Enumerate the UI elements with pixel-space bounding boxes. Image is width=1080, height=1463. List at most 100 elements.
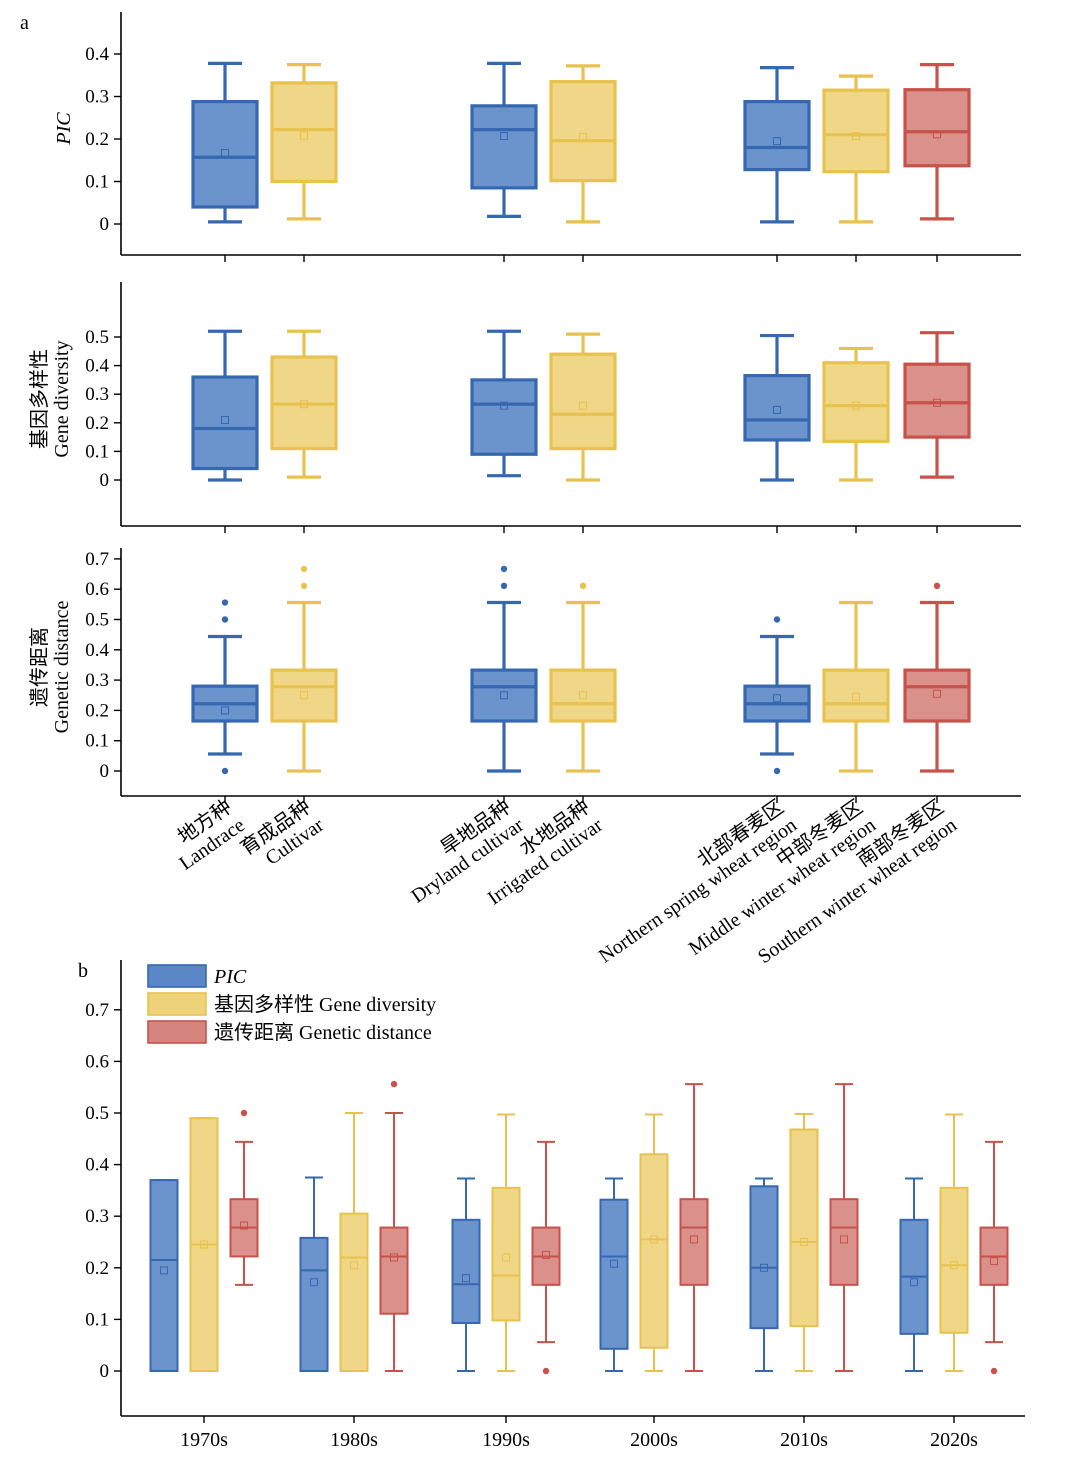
outlier-point <box>240 1109 248 1117</box>
panel-b-label: b <box>78 960 88 982</box>
x-tick-label: 2000s <box>630 1429 678 1451</box>
x-tick-label: 2020s <box>930 1429 978 1451</box>
y-axis-label-cn: 基因多样性 <box>28 349 51 449</box>
outlier-point <box>500 565 508 573</box>
mean-marker <box>300 131 308 140</box>
box-iqr <box>379 1226 409 1315</box>
outlier-point <box>579 582 587 590</box>
legend-swatch <box>147 1020 207 1044</box>
y-tick-label: 0 <box>100 1361 110 1382</box>
mean-marker <box>579 401 587 410</box>
box-3 <box>470 565 538 773</box>
box-iqr <box>270 668 338 723</box>
outlier-point <box>300 565 308 573</box>
box-5 <box>743 616 811 775</box>
mean-marker <box>350 1261 358 1270</box>
y-tick-label: 0.3 <box>85 384 109 405</box>
series-3 <box>229 1080 1009 1375</box>
mean-marker <box>240 1221 248 1230</box>
box-2 <box>270 329 338 479</box>
box-4 <box>549 582 617 773</box>
panel-a-label: a <box>20 12 29 34</box>
panel-a1: 0 0.1 0.2 0.3 0.4 PIC <box>53 12 1021 262</box>
x-tick-label: 1980s <box>330 1429 378 1451</box>
mean-marker <box>933 398 941 407</box>
y-tick-label: 0 <box>100 761 110 782</box>
y-tick-label: 0 <box>100 470 110 491</box>
box-iqr <box>599 1198 629 1350</box>
mean-marker <box>579 132 587 141</box>
y-axis-label-en: Gene diversity <box>51 340 73 457</box>
y-tick-label: 0.4 <box>85 1155 109 1176</box>
mean-marker <box>610 1259 618 1268</box>
box-iqr <box>470 378 538 456</box>
mean-marker <box>690 1235 698 1244</box>
mean-marker <box>852 692 860 701</box>
mean-marker <box>500 132 508 141</box>
mean-marker <box>950 1261 958 1270</box>
box-5 <box>743 65 811 224</box>
y-tick-label: 0.5 <box>85 610 109 631</box>
box-iqr <box>903 362 971 439</box>
y-tick-label: 0.5 <box>85 1103 109 1124</box>
y-tick-label: 0.3 <box>85 670 109 691</box>
legend-label: PIC <box>213 966 247 988</box>
series-2 <box>189 1112 969 1373</box>
box-1 <box>191 599 259 775</box>
x-tick-label: 1970s <box>180 1429 228 1451</box>
y-tick-label: 0.7 <box>85 1000 109 1021</box>
box-iqr <box>191 99 259 209</box>
y-tick-label: 0.1 <box>85 172 109 193</box>
outlier-point <box>500 582 508 590</box>
mean-marker <box>221 706 229 715</box>
box-iqr <box>903 88 971 168</box>
mean-marker <box>650 1235 658 1244</box>
mean-marker <box>542 1250 550 1259</box>
box-4 <box>549 332 617 482</box>
outlier-point <box>390 1080 398 1088</box>
box-2 <box>270 63 338 221</box>
box-iqr <box>451 1218 481 1325</box>
box-iqr <box>939 1186 969 1334</box>
box-7 <box>903 63 971 221</box>
y-tick-label: 0.6 <box>85 1051 109 1072</box>
mean-marker <box>933 689 941 698</box>
mean-marker <box>500 401 508 410</box>
mean-marker <box>390 1253 398 1262</box>
mean-marker <box>910 1278 918 1287</box>
mean-marker <box>800 1238 808 1246</box>
box-iqr <box>470 104 538 190</box>
mean-marker <box>760 1263 768 1272</box>
series-1 <box>149 1176 929 1372</box>
box-iqr <box>679 1198 709 1286</box>
panel-b: 0 0.1 0.2 0.3 0.4 0.5 0.6 0.7 1970s 1980s 1990s 200… <box>85 960 1025 1451</box>
y-tick-label: 0.4 <box>85 356 109 377</box>
y-tick-label: 0.1 <box>85 441 109 462</box>
y-tick-label: 0.3 <box>85 87 109 108</box>
mean-marker <box>300 400 308 409</box>
mean-marker <box>200 1240 208 1249</box>
box-6 <box>822 74 890 224</box>
mean-marker <box>221 149 229 158</box>
outlier-point <box>933 582 941 590</box>
mean-marker <box>773 405 781 414</box>
outlier-point <box>221 767 229 775</box>
y-tick-label: 0.1 <box>85 1309 109 1330</box>
box-iqr <box>191 375 259 471</box>
box-iqr <box>749 1185 779 1330</box>
mean-marker <box>500 691 508 700</box>
mean-marker <box>852 401 860 410</box>
y-tick-label: 0.2 <box>85 700 109 721</box>
y-tick-label: 0.5 <box>85 327 109 348</box>
y-tick-label: 0.2 <box>85 129 109 150</box>
box-iqr <box>903 668 971 723</box>
y-tick-label: 0.4 <box>85 44 109 65</box>
box-5 <box>743 333 811 482</box>
box-iqr <box>149 1179 179 1372</box>
y-tick-label: 0.3 <box>85 1206 109 1227</box>
outlier-point <box>221 599 229 606</box>
box-iqr <box>549 80 617 183</box>
outlier-point <box>990 1367 998 1375</box>
